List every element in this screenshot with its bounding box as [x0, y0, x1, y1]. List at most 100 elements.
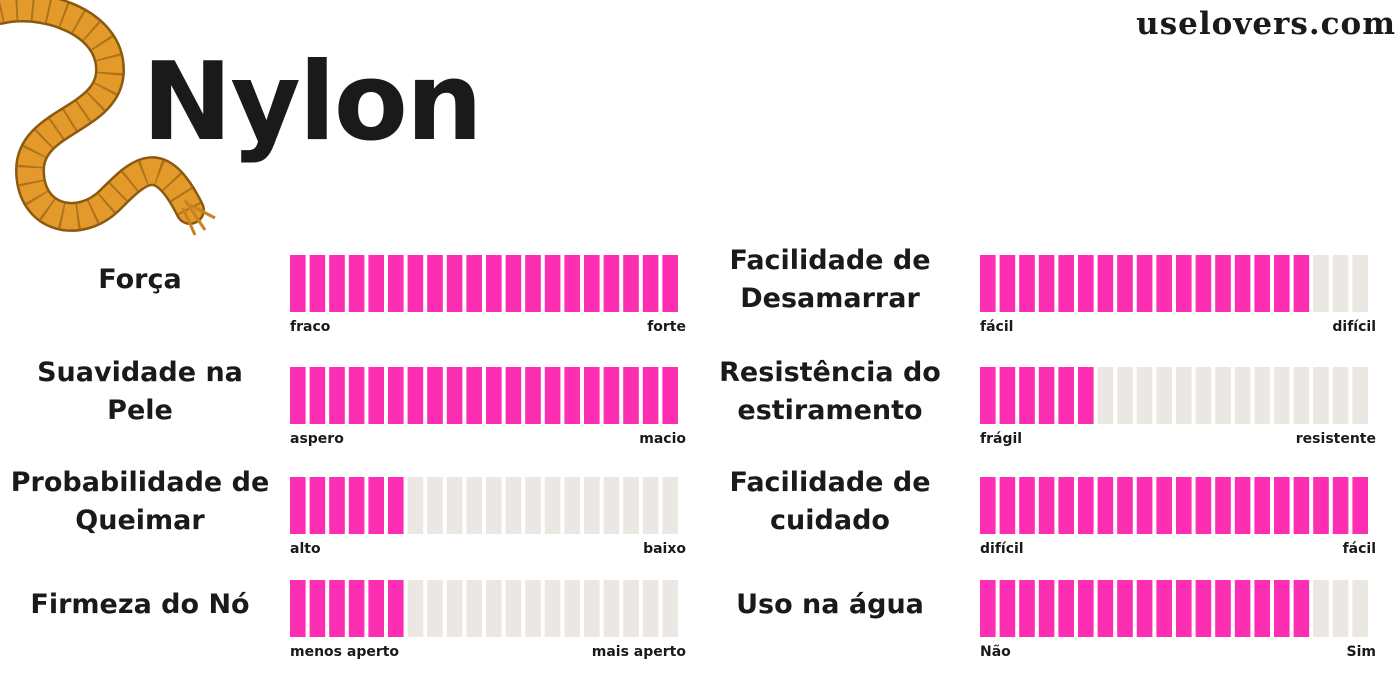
- filled-segment: [1117, 477, 1133, 534]
- filled-segment: [1019, 255, 1035, 312]
- filled-segment: [1136, 477, 1153, 534]
- high-label: difícil: [1332, 319, 1376, 335]
- rating-fill: [980, 477, 1368, 534]
- empty-segment: [486, 580, 502, 637]
- filled-segment: [368, 367, 384, 424]
- filled-segment: [1352, 477, 1368, 534]
- filled-segment: [1195, 580, 1212, 637]
- empty-segment: [446, 580, 463, 637]
- filled-segment: [1234, 580, 1251, 637]
- empty-segment: [623, 580, 639, 637]
- empty-segment: [623, 477, 639, 534]
- filled-segment: [564, 367, 580, 424]
- filled-segment: [329, 580, 345, 637]
- filled-segment: [1078, 580, 1094, 637]
- filled-segment: [1234, 255, 1251, 312]
- low-label: alto: [290, 541, 321, 557]
- empty-segment: [505, 477, 522, 534]
- filled-segment: [505, 367, 522, 424]
- filled-segment: [1019, 367, 1035, 424]
- filled-segment: [662, 255, 678, 312]
- empty-segment: [1313, 580, 1329, 637]
- filled-segment: [564, 255, 580, 312]
- filled-segment: [1058, 580, 1074, 637]
- filled-segment: [1332, 477, 1349, 534]
- filled-segment: [999, 255, 1016, 312]
- filled-segment: [1156, 477, 1172, 534]
- filled-segment: [427, 255, 443, 312]
- rating-bar: [290, 580, 678, 637]
- filled-segment: [1117, 580, 1133, 637]
- filled-segment: [329, 477, 345, 534]
- empty-segment: [1136, 367, 1153, 424]
- empty-segment: [1332, 255, 1349, 312]
- filled-segment: [1156, 580, 1172, 637]
- filled-segment: [980, 477, 996, 534]
- rating-bar: [290, 255, 678, 312]
- filled-segment: [1136, 580, 1153, 637]
- filled-segment: [525, 255, 541, 312]
- filled-segment: [1254, 477, 1270, 534]
- filled-segment: [407, 255, 424, 312]
- empty-segment: [603, 477, 620, 534]
- label-line: Suavidade na: [37, 356, 243, 388]
- filled-segment: [329, 367, 345, 424]
- low-label: fraco: [290, 319, 331, 335]
- filled-segment: [1038, 477, 1055, 534]
- rating-bar: [290, 367, 678, 424]
- label-line: estiramento: [737, 394, 923, 426]
- rating-label: Probabilidade de Queimar: [0, 464, 285, 540]
- empty-segment: [544, 580, 561, 637]
- filled-segment: [388, 255, 404, 312]
- filled-segment: [290, 580, 306, 637]
- filled-segment: [603, 367, 620, 424]
- filled-segment: [348, 255, 365, 312]
- filled-segment: [1058, 477, 1074, 534]
- label-line: Força: [98, 263, 182, 295]
- filled-segment: [1254, 580, 1270, 637]
- rating-fill: [290, 580, 404, 637]
- filled-segment: [1254, 255, 1270, 312]
- empty-segment: [1352, 367, 1368, 424]
- filled-segment: [1038, 255, 1055, 312]
- rating-bar: [980, 367, 1368, 424]
- high-label: mais aperto: [591, 644, 686, 660]
- empty-segment: [466, 477, 482, 534]
- filled-segment: [999, 477, 1016, 534]
- filled-segment: [388, 477, 404, 534]
- filled-segment: [999, 367, 1016, 424]
- empty-segment: [1176, 367, 1192, 424]
- filled-segment: [388, 580, 404, 637]
- rating-bar: [980, 580, 1368, 637]
- low-label: fácil: [980, 319, 1014, 335]
- empty-segment: [1117, 367, 1133, 424]
- filled-segment: [662, 367, 678, 424]
- filled-segment: [544, 255, 561, 312]
- high-label: fácil: [1342, 541, 1376, 557]
- filled-segment: [1038, 367, 1055, 424]
- empty-segment: [584, 580, 600, 637]
- low-label: frágil: [980, 431, 1023, 447]
- empty-segment: [564, 580, 580, 637]
- empty-segment: [662, 580, 678, 637]
- filled-segment: [980, 580, 996, 637]
- filled-segment: [1078, 477, 1094, 534]
- empty-segment: [603, 580, 620, 637]
- low-label: Não: [980, 644, 1011, 660]
- filled-segment: [980, 367, 996, 424]
- filled-segment: [290, 477, 306, 534]
- empty-segment: [1234, 367, 1251, 424]
- empty-segment: [466, 580, 482, 637]
- filled-segment: [1274, 255, 1290, 312]
- empty-segment: [427, 580, 443, 637]
- empty-segment: [642, 477, 659, 534]
- filled-segment: [290, 367, 306, 424]
- empty-segment: [427, 477, 443, 534]
- rating-label: Facilidade de Desamarrar: [685, 242, 975, 318]
- label-line: Firmeza do Nó: [30, 588, 250, 620]
- filled-segment: [486, 255, 502, 312]
- filled-segment: [1176, 580, 1192, 637]
- filled-segment: [1156, 255, 1172, 312]
- filled-segment: [309, 580, 326, 637]
- filled-segment: [407, 367, 424, 424]
